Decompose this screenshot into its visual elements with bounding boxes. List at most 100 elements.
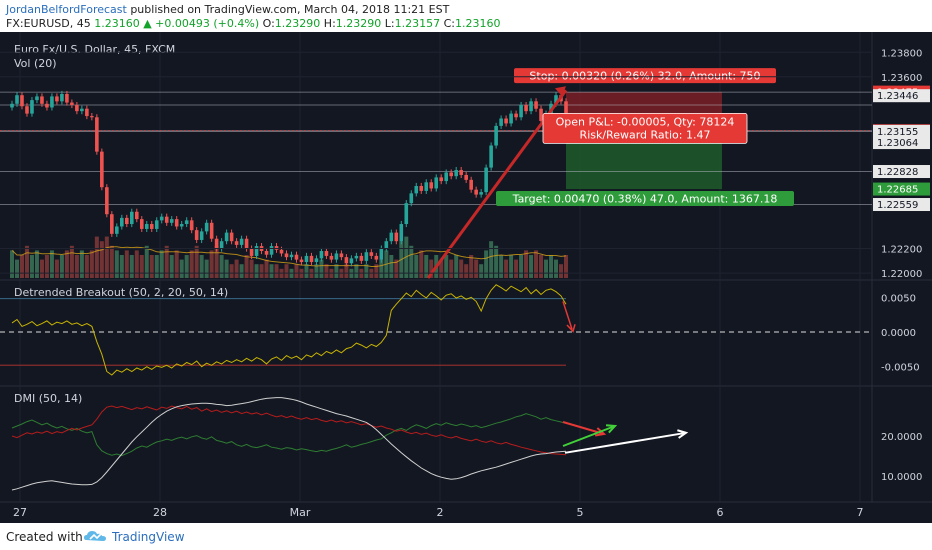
main-title: Euro Fx/U.S. Dollar, 45, FXCM (14, 43, 175, 56)
candle-body (364, 252, 369, 261)
published-text: published on TradingView.com, March 04, … (126, 3, 450, 16)
price-tag-label: 1.22559 (877, 200, 918, 211)
candle-body (40, 96, 44, 104)
volume-bar (444, 255, 449, 278)
volume-bar (99, 241, 104, 278)
dmi-plus-arrow (562, 425, 616, 447)
chart-header: JordanBelfordForecast published on Tradi… (0, 0, 932, 32)
price-tag-box (873, 89, 930, 103)
price-tag-label: 1.22685 (877, 185, 918, 196)
volume-bar (209, 250, 214, 278)
volume-bar (249, 259, 254, 278)
volume-bar (499, 255, 504, 278)
volume-bar (509, 255, 514, 278)
candle-body (164, 216, 169, 223)
price-tag-box (873, 182, 930, 196)
volume-bar (149, 255, 154, 278)
candle-body (70, 102, 74, 106)
candle-body (449, 172, 454, 177)
volume-bar (64, 250, 69, 278)
candle-body (30, 100, 34, 114)
dmi-tick-label: 20.0000 (881, 432, 922, 443)
candle-body (10, 103, 14, 108)
candle-body (344, 257, 349, 264)
volume-bar (474, 259, 479, 278)
volume-bar (239, 264, 244, 278)
time-tick-label: 27 (13, 506, 27, 519)
dmi-minus-arrow-head (594, 427, 607, 437)
volume-bar (184, 255, 189, 278)
volume-bar (169, 255, 174, 278)
close-value: 1.23160 (455, 17, 501, 30)
breakout-arrow (562, 301, 573, 330)
volume-bar (54, 259, 59, 278)
candle-body (439, 177, 444, 182)
volume-bar (454, 255, 459, 278)
adx-arrow-head (677, 429, 689, 439)
publish-line: JordanBelfordForecast published on Tradi… (6, 3, 449, 16)
volume-bar (124, 250, 129, 278)
candle-body (299, 259, 304, 263)
time-tick-label: 5 (577, 506, 584, 519)
time-tick-label: Mar (290, 506, 311, 519)
volume-bar (214, 245, 219, 278)
last-price: 1.23160 (90, 17, 144, 30)
candle-body (349, 258, 354, 264)
price-change: +0.00493 (+0.4%) (151, 17, 260, 30)
candle-body (434, 177, 439, 189)
volume-bar (139, 255, 144, 278)
candle-body (115, 226, 119, 234)
tradingview-brand[interactable]: TradingView (112, 530, 185, 544)
volume-bar (254, 264, 259, 278)
volume-bar (439, 259, 444, 278)
volume-bar (484, 250, 489, 278)
adx-line (11, 397, 567, 491)
candle-body (519, 105, 523, 118)
close-label: C: (440, 17, 456, 30)
candle-body (25, 106, 29, 114)
volume-bar (534, 250, 539, 278)
volume-bar (10, 250, 14, 278)
volume-bar (494, 245, 499, 278)
volume-bar (334, 264, 339, 278)
candle-body (374, 255, 379, 260)
volume-bar (544, 259, 549, 278)
price-tag-label: 1.23446 (877, 91, 918, 102)
candle-body (239, 238, 244, 245)
volume-bar (284, 264, 289, 278)
symbol-label: FX:EURUSD, 45 (6, 17, 91, 30)
candle-body (244, 238, 249, 249)
dmi-minus-line (11, 405, 567, 456)
candle-body (334, 253, 339, 260)
candle-body (464, 174, 468, 180)
candle-body (199, 231, 204, 240)
target-label: Target: 0.00470 (0.38%) 47.0, Amount: 13… (512, 193, 778, 206)
high-label: H: (320, 17, 336, 30)
volume-bar (294, 264, 299, 278)
price-tag-box (873, 136, 930, 150)
adx-arrow (564, 431, 687, 454)
candle-body (454, 170, 458, 177)
candle-body (174, 219, 179, 227)
candle-body (309, 255, 314, 263)
candle-body (499, 118, 503, 126)
author-link[interactable]: JordanBelfordForecast (6, 3, 127, 16)
candle-body (414, 185, 419, 194)
open-value: 1.23290 (274, 17, 321, 30)
dmi-plus-line (11, 413, 567, 457)
ohlc-line: FX:EURUSD, 45 1.23160 ▲ +0.00493 (+0.4%)… (6, 17, 501, 30)
volume-bar (324, 264, 329, 278)
candle-body (324, 251, 329, 256)
price-tag-label: 1.22828 (877, 167, 918, 178)
candle-body (254, 246, 259, 256)
breakout-tick-label: 0.0050 (881, 293, 916, 304)
candle-body (209, 222, 214, 239)
volume-bar (164, 245, 169, 278)
candle-body (95, 117, 99, 152)
volume-bar (74, 255, 79, 278)
candle-body (304, 255, 309, 263)
candle-body (394, 232, 399, 242)
candle-body (474, 189, 478, 195)
volume-bar (34, 250, 39, 278)
